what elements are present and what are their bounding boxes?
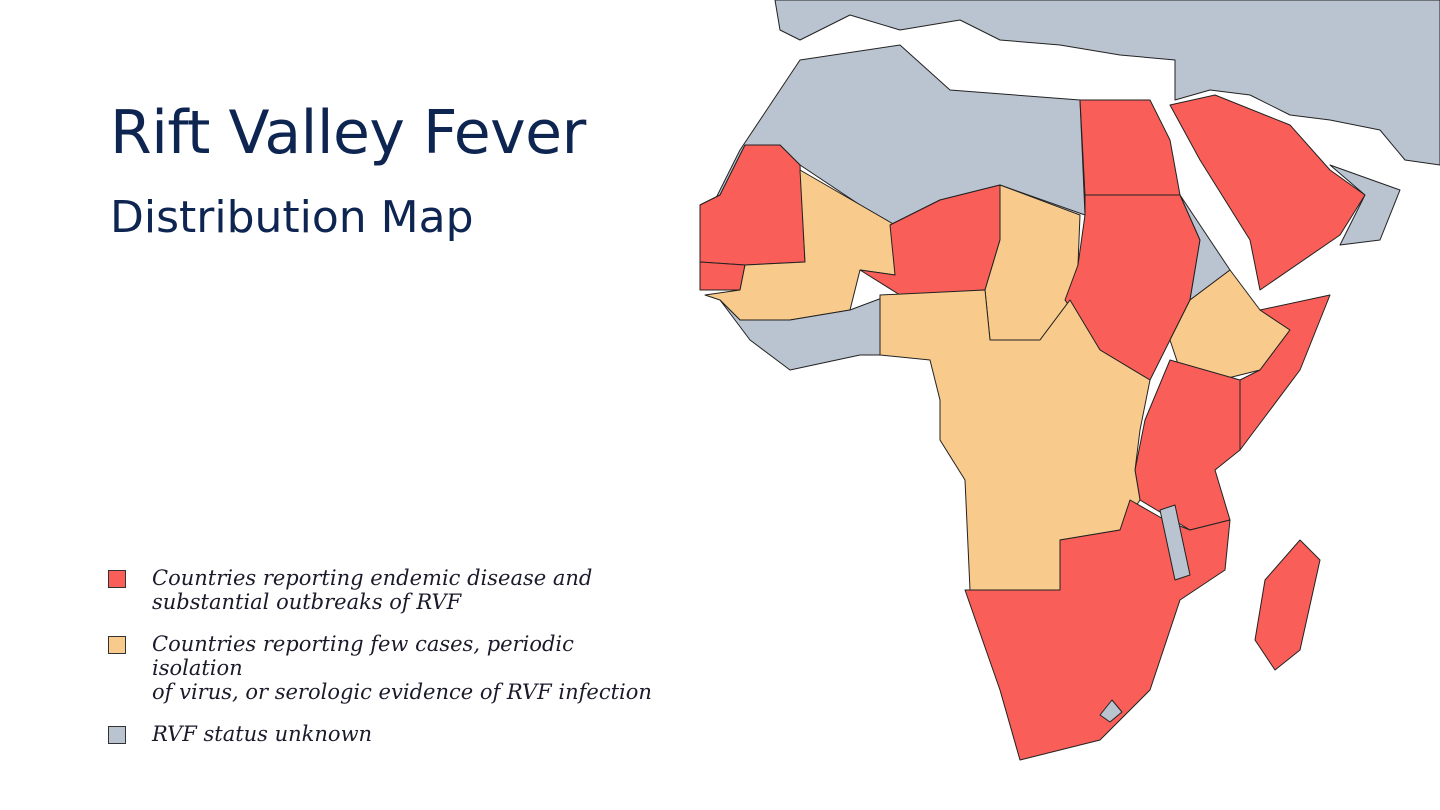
europe-asia xyxy=(774,0,1440,166)
legend-line: Countries reporting few cases, periodic … xyxy=(152,632,574,680)
legend-text: RVF status unknown xyxy=(152,722,372,746)
mauritania xyxy=(699,144,806,266)
legend-line: RVF status unknown xyxy=(152,722,373,746)
legend-line: substantial outbreaks of RVF xyxy=(152,590,462,614)
egypt xyxy=(1079,99,1181,196)
legend-swatch xyxy=(108,570,126,588)
legend: Countries reporting endemic disease and s… xyxy=(108,566,668,764)
legend-item: Countries reporting few cases, periodic … xyxy=(108,632,668,704)
senegal xyxy=(699,261,746,291)
legend-swatch xyxy=(108,636,126,654)
malawi xyxy=(1159,504,1191,581)
oman xyxy=(1329,164,1401,246)
title: Rift Valley Fever xyxy=(110,98,586,168)
legend-text: Countries reporting endemic disease and s… xyxy=(152,566,592,614)
southern-africa xyxy=(964,499,1231,761)
legend-line: Countries reporting endemic disease and xyxy=(152,566,593,590)
legend-text: Countries reporting few cases, periodic … xyxy=(152,632,668,704)
lesotho xyxy=(1099,699,1123,723)
legend-item: RVF status unknown xyxy=(108,722,668,746)
legend-item: Countries reporting endemic disease and s… xyxy=(108,566,668,614)
legend-line: of virus, or serologic evidence of RVF i… xyxy=(152,680,652,704)
subtitle: Distribution Map xyxy=(110,192,474,243)
kenya-tanzania xyxy=(1134,359,1241,531)
madagascar xyxy=(1254,539,1321,671)
legend-swatch xyxy=(108,726,126,744)
arabia xyxy=(1169,94,1366,291)
